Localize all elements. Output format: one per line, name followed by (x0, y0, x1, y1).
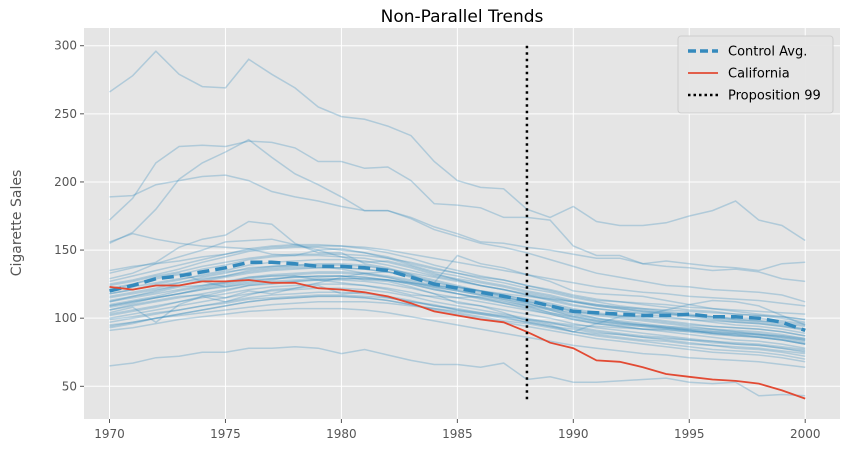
control-state-line (109, 138, 806, 303)
control-state-line (109, 50, 806, 242)
control-state-line (109, 346, 806, 397)
x-tick-label: 2000 (790, 427, 821, 441)
control-state-line (109, 262, 806, 337)
control-state-line (109, 295, 806, 355)
control-state-line (109, 253, 806, 328)
control-state-line (109, 254, 806, 332)
control-state-line (109, 275, 806, 341)
control-state-line (109, 294, 806, 352)
control-state-line (109, 265, 806, 344)
y-tick-label: 250 (54, 107, 77, 121)
control-state-line (109, 295, 806, 363)
y-tick-label: 300 (54, 39, 77, 53)
y-tick-label: 200 (54, 175, 77, 189)
y-tick-label: 100 (54, 311, 77, 325)
x-tick-label: 1975 (210, 427, 241, 441)
y-axis-label: Cigarette Sales (9, 170, 25, 277)
control-state-line (108, 140, 806, 272)
control-state-line (109, 275, 806, 345)
control-state-line (109, 238, 806, 315)
control-state-line (109, 232, 806, 325)
y-tick-label: 50 (62, 379, 77, 393)
control-state-line (109, 291, 806, 360)
control-state-line (109, 174, 806, 283)
control-state-line (109, 246, 806, 330)
control-state-line (109, 277, 806, 340)
grid-lines (84, 28, 840, 419)
x-tick-label: 1990 (558, 427, 589, 441)
x-tick-label: 1995 (674, 427, 705, 441)
control-state-line (109, 275, 806, 345)
control-state-line (109, 264, 806, 326)
control-state-line (109, 245, 806, 307)
x-tick-label: 1970 (94, 427, 125, 441)
control-state-line (109, 243, 806, 324)
control-state-line (109, 287, 806, 358)
control-state-line (109, 283, 806, 353)
x-tick-label: 1980 (326, 427, 357, 441)
california-line (109, 279, 806, 400)
legend-california-label: California (728, 67, 790, 82)
legend-proposition-99-label: Proposition 99 (728, 89, 821, 104)
chart-title: Non-Parallel Trends (381, 7, 544, 27)
control-state-line (109, 284, 806, 351)
control-states-lines (108, 50, 806, 397)
control-state-line (109, 254, 806, 321)
y-axis-ticks: 50 100 150 200 250 300 (54, 39, 84, 393)
control-state-line (109, 272, 806, 345)
x-axis-ticks: 1970 1975 1980 1985 1990 1995 2000 (94, 419, 820, 441)
y-tick-label: 150 (54, 243, 77, 257)
x-tick-label: 1985 (442, 427, 473, 441)
control-avg-line (109, 260, 806, 333)
control-state-line (109, 301, 806, 340)
control-state-line (109, 307, 806, 368)
control-state-line (109, 258, 806, 334)
legend: Control Avg. California Proposition 99 (677, 35, 834, 114)
control-state-line (109, 279, 806, 349)
legend-control-avg-label: Control Avg. (728, 45, 807, 60)
control-state-line (109, 272, 806, 333)
main-series-lines (109, 45, 806, 400)
